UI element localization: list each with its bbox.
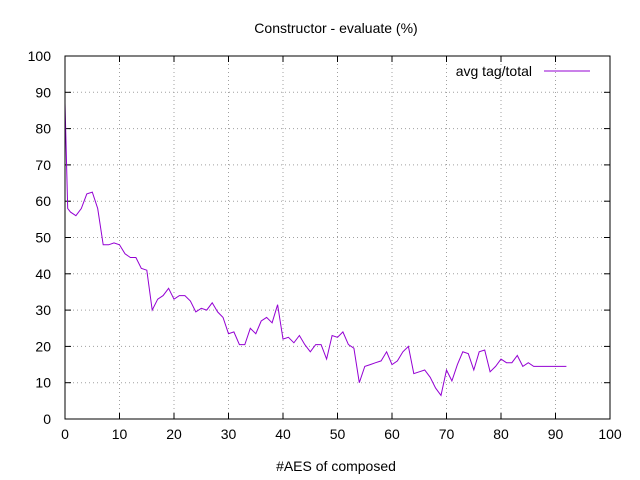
x-axis-label: #AES of composed [276,458,396,474]
y-tick-label: 100 [28,48,52,64]
chart-title: Constructor - evaluate (%) [254,20,417,36]
x-tick-label: 0 [61,426,69,442]
x-tick-label: 90 [548,426,564,442]
y-tick-labels: 0 10 20 30 40 50 60 70 80 90 100 [28,48,52,427]
legend: avg tag/total [456,63,590,79]
plot-frame [64,55,611,420]
series-layer [64,103,567,397]
x-tick-label: 70 [439,426,455,442]
x-tick-label: 60 [384,426,400,442]
y-tick-label: 90 [35,84,51,100]
x-tick-label: 20 [166,426,182,442]
series-line [64,103,567,397]
y-tick-label: 20 [35,338,51,354]
grid-lines [65,56,610,419]
x-tick-labels: 0 10 20 30 40 50 60 70 80 90 100 [61,426,622,442]
x-tick-label: 50 [330,426,346,442]
legend-label: avg tag/total [456,63,532,79]
axis-ticks [64,55,611,420]
x-tick-label: 10 [112,426,128,442]
y-tick-label: 0 [43,411,51,427]
y-tick-label: 70 [35,157,51,173]
x-tick-label: 80 [493,426,509,442]
y-tick-label: 50 [35,230,51,246]
y-tick-label: 30 [35,302,51,318]
y-tick-label: 40 [35,266,51,282]
y-tick-label: 10 [35,375,51,391]
y-tick-label: 60 [35,193,51,209]
x-tick-label: 100 [598,426,622,442]
x-tick-label: 40 [275,426,291,442]
x-tick-label: 30 [221,426,237,442]
y-tick-label: 80 [35,121,51,137]
